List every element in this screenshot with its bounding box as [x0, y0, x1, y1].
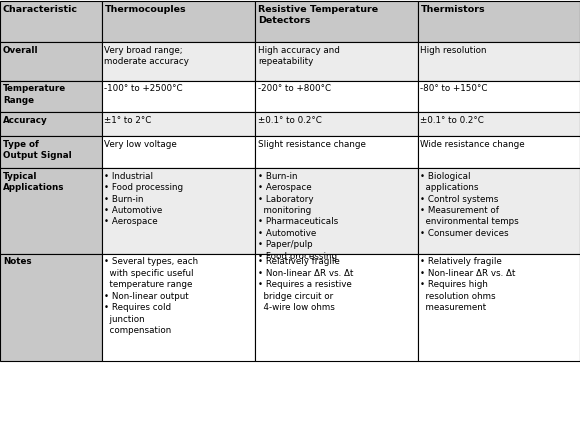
Bar — [418, 2, 580, 43]
Bar — [255, 2, 418, 43]
Text: Characteristic: Characteristic — [3, 5, 78, 14]
Bar — [255, 113, 418, 137]
Bar — [0, 43, 102, 81]
Text: Notes: Notes — [3, 257, 31, 266]
Bar — [102, 137, 255, 169]
Text: High accuracy and
repeatability: High accuracy and repeatability — [258, 46, 340, 66]
Bar — [418, 254, 580, 361]
Bar — [418, 81, 580, 113]
Text: • Relatively fragile
• Non-linear ΔR vs. Δt
• Requires high
  resolution ohms
  : • Relatively fragile • Non-linear ΔR vs.… — [420, 257, 516, 311]
Text: Resistive Temperature
Detectors: Resistive Temperature Detectors — [258, 5, 378, 25]
Bar — [255, 137, 418, 169]
Text: • Burn-in
• Aerospace
• Laboratory
  monitoring
• Pharmaceuticals
• Automotive
•: • Burn-in • Aerospace • Laboratory monit… — [258, 171, 338, 260]
Text: Wide resistance change: Wide resistance change — [420, 140, 525, 149]
Bar — [102, 81, 255, 113]
Text: • Relatively fragile
• Non-linear ΔR vs. Δt
• Requires a resistive
  bridge circ: • Relatively fragile • Non-linear ΔR vs.… — [258, 257, 353, 311]
Text: Thermocouples: Thermocouples — [104, 5, 186, 14]
Text: • Biological
  applications
• Control systems
• Measurement of
  environmental t: • Biological applications • Control syst… — [420, 171, 519, 237]
Bar — [255, 81, 418, 113]
Text: ±1° to 2°C: ±1° to 2°C — [104, 116, 152, 125]
Bar — [0, 254, 102, 361]
Text: -80° to +150°C: -80° to +150°C — [420, 84, 488, 93]
Text: High resolution: High resolution — [420, 46, 487, 55]
Text: ±0.1° to 0.2°C: ±0.1° to 0.2°C — [258, 116, 322, 125]
Bar — [255, 43, 418, 81]
Text: Very low voltage: Very low voltage — [104, 140, 177, 149]
Text: ±0.1° to 0.2°C: ±0.1° to 0.2°C — [420, 116, 484, 125]
Bar — [418, 137, 580, 169]
Text: Slight resistance change: Slight resistance change — [258, 140, 366, 149]
Bar — [102, 2, 255, 43]
Text: Overall: Overall — [3, 46, 38, 55]
Bar — [0, 81, 102, 113]
Text: Accuracy: Accuracy — [3, 116, 48, 125]
Bar — [102, 43, 255, 81]
Text: • Several types, each
  with specific useful
  temperature range
• Non-linear ou: • Several types, each with specific usef… — [104, 257, 198, 334]
Bar — [255, 169, 418, 254]
Bar — [255, 254, 418, 361]
Text: Temperature
Range: Temperature Range — [3, 84, 66, 105]
Text: -100° to +2500°C: -100° to +2500°C — [104, 84, 183, 93]
Text: Typical
Applications: Typical Applications — [3, 171, 64, 192]
Bar — [418, 169, 580, 254]
Bar — [102, 113, 255, 137]
Bar — [418, 43, 580, 81]
Text: • Industrial
• Food processing
• Burn-in
• Automotive
• Aerospace: • Industrial • Food processing • Burn-in… — [104, 171, 183, 226]
Text: -200° to +800°C: -200° to +800°C — [258, 84, 331, 93]
Text: Type of
Output Signal: Type of Output Signal — [3, 140, 72, 160]
Bar — [0, 137, 102, 169]
Bar — [0, 169, 102, 254]
Bar — [0, 2, 102, 43]
Text: Very broad range;
moderate accuracy: Very broad range; moderate accuracy — [104, 46, 189, 66]
Bar — [418, 113, 580, 137]
Bar — [0, 113, 102, 137]
Bar — [102, 169, 255, 254]
Text: Thermistors: Thermistors — [420, 5, 485, 14]
Bar — [102, 254, 255, 361]
